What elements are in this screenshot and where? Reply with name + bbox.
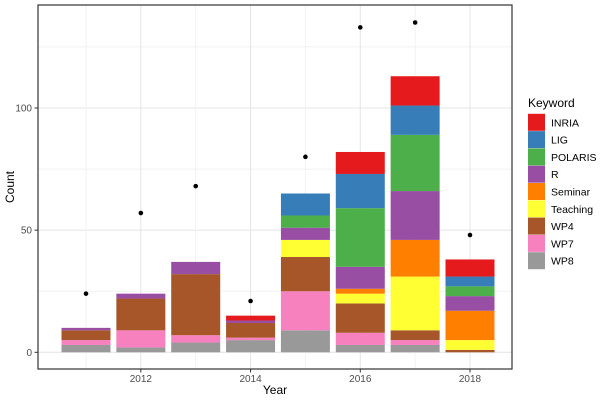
bar-segment-2015-wp4 <box>280 257 330 292</box>
legend-key-inria <box>528 113 545 131</box>
bar-segment-2018-teaching <box>445 340 495 350</box>
x-tick-label: 2014 <box>239 374 262 385</box>
bar-segment-2018-wp4 <box>445 349 495 353</box>
bar-segment-2017-inria <box>390 76 440 106</box>
plot-panel <box>38 5 512 369</box>
legend-key-teaching <box>528 200 545 218</box>
point-2017 <box>412 20 418 25</box>
panel-background <box>38 5 512 369</box>
legend-label-polaris: POLARIS <box>551 152 597 164</box>
bar-segment-2012-wp4 <box>116 298 166 331</box>
bar-segment-2017-polaris <box>390 134 440 192</box>
legend-label-r: R <box>551 169 559 181</box>
bar-segment-2016-seminar <box>335 288 385 294</box>
x-tick-label: 2012 <box>130 374 153 385</box>
bar-segment-2013-r <box>171 261 221 275</box>
y-tick-label: 50 <box>21 226 33 237</box>
bar-segment-2011-wp8 <box>61 344 111 353</box>
x-tick-label: 2018 <box>459 374 482 385</box>
point-2016 <box>357 25 363 30</box>
panel-border <box>37 4 513 370</box>
legend-key-wp4 <box>528 217 545 235</box>
legend-label-lig: LIG <box>551 135 568 147</box>
bar-segment-2015-lig <box>280 193 330 216</box>
bar-segment-2015-r <box>280 227 330 240</box>
bar-segment-2014-r <box>226 320 276 323</box>
bar-segment-2018-seminar <box>445 310 495 341</box>
bar-segment-2012-wp8 <box>116 347 166 353</box>
bar-segment-2014-wp4 <box>226 322 276 338</box>
legend-label-wp4: WP4 <box>551 221 574 233</box>
bar-segment-2017-wp4 <box>390 330 440 341</box>
bar-segment-2016-teaching <box>335 293 385 304</box>
legend-key-wp7 <box>528 234 545 252</box>
bar-segment-2018-lig <box>445 276 495 287</box>
y-tick-label: 100 <box>15 104 32 115</box>
bar-segment-2014-wp7 <box>226 337 276 341</box>
bar-segment-2014-wp8 <box>226 340 276 353</box>
bar-segment-2013-wp8 <box>171 342 221 353</box>
bar-segment-2018-r <box>445 296 495 311</box>
legend-label-seminar: Seminar <box>551 187 591 199</box>
bar-segment-2018-polaris <box>445 286 495 297</box>
y-axis-title: Count <box>3 170 17 203</box>
legend-key-seminar <box>528 183 545 200</box>
bar-segment-2018-inria <box>445 259 495 277</box>
bar-segment-2012-r <box>116 293 166 299</box>
point-2014 <box>248 298 253 304</box>
legend-key-polaris <box>528 148 545 166</box>
point-2012 <box>138 210 144 216</box>
legend-label-inria: INRIA <box>551 117 579 129</box>
bar-segment-2017-lig <box>390 105 440 135</box>
legend-label-wp7: WP7 <box>551 238 574 250</box>
legend-key-wp8 <box>528 252 545 270</box>
legend-label-wp8: WP8 <box>551 256 574 268</box>
point-2013 <box>193 183 199 189</box>
legend: Keyword INRIA LIG POLARIS R Seminar Teaching W… <box>528 96 597 270</box>
bar-segment-2013-wp7 <box>171 335 221 343</box>
bar-segment-2017-r <box>390 191 440 240</box>
bar-segment-2011-r <box>61 327 111 331</box>
bar-segment-2016-wp4 <box>335 303 385 333</box>
point-2015 <box>303 154 308 160</box>
axes: 0 50 100 2012 2014 2016 2018 <box>15 4 513 385</box>
bar-segment-2011-wp4 <box>61 330 111 341</box>
stacked-bars <box>61 76 495 353</box>
bar-segment-2015-wp8 <box>280 330 330 353</box>
x-tick-label: 2016 <box>349 374 372 385</box>
bar-segment-2016-r <box>335 266 385 289</box>
bar-segment-2017-teaching <box>390 276 440 331</box>
bar-segment-2014-inria <box>226 315 276 321</box>
bar-segment-2017-seminar <box>390 239 440 277</box>
bar-segment-2015-polaris <box>280 215 330 228</box>
bar-segment-2012-wp7 <box>116 330 166 348</box>
bar-segment-2013-wp4 <box>171 274 221 336</box>
bar-segment-2017-wp8 <box>390 344 440 353</box>
point-2018 <box>467 232 473 238</box>
bar-segment-2015-teaching <box>280 239 330 258</box>
bar-segment-2016-lig <box>335 173 385 209</box>
x-axis-title: Year <box>263 383 287 397</box>
y-tick-label: 0 <box>26 348 32 359</box>
bar-segment-2015-wp7 <box>280 291 330 331</box>
bar-segment-2016-wp7 <box>335 332 385 345</box>
bar-segment-2017-wp7 <box>390 340 440 345</box>
bar-segment-2016-wp8 <box>335 344 385 353</box>
bar-segment-2011-wp7 <box>61 340 111 345</box>
legend-key-r <box>528 165 545 183</box>
legend-key-lig <box>528 131 545 149</box>
legend-label-teaching: Teaching <box>551 204 593 216</box>
legend-title: Keyword <box>528 96 575 110</box>
point-2011 <box>83 291 89 296</box>
bar-segment-2016-polaris <box>335 208 385 267</box>
bar-segment-2016-inria <box>335 151 385 174</box>
scatter-points <box>83 20 473 304</box>
